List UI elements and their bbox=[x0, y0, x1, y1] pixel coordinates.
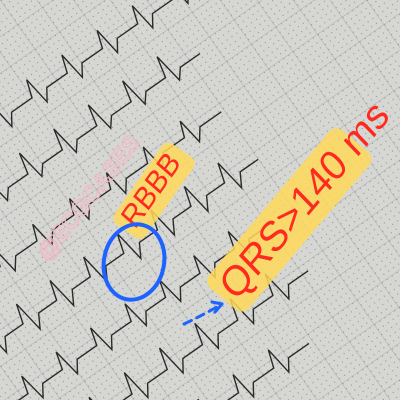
ecg-trace-1 bbox=[0, 0, 209, 283]
ecg-trace-4 bbox=[0, 158, 259, 400]
qrs-highlight bbox=[207, 128, 372, 312]
ecg-trace-5 bbox=[0, 224, 270, 400]
ecg-trace-3 bbox=[0, 111, 222, 381]
rbbb-highlight bbox=[113, 142, 195, 239]
ecg-trace-7 bbox=[0, 342, 310, 400]
annotation-arrow bbox=[182, 300, 224, 326]
ecg-trace-2 bbox=[0, 52, 201, 332]
annotation-circle bbox=[101, 222, 167, 302]
